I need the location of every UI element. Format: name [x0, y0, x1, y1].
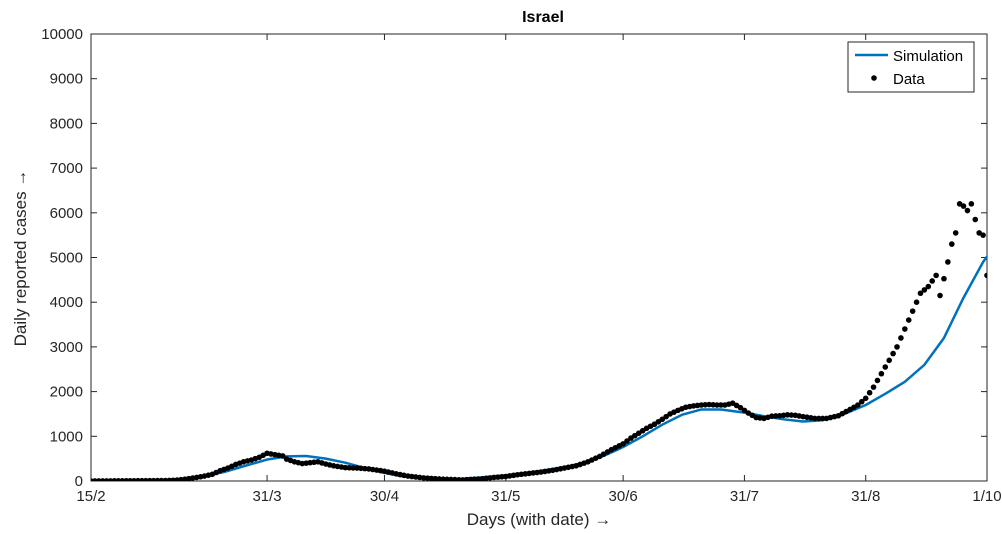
axes-box — [90, 33, 988, 482]
y-axis: 0 1000 2000 3000 4000 5000 6000 7000 8000 9000 100… — [41, 26, 987, 490]
data-point — [913, 299, 920, 306]
data-point — [905, 317, 912, 323]
x-tick-label: 30/4 — [370, 488, 399, 505]
data-point — [659, 416, 666, 423]
data-point — [917, 290, 924, 297]
x-axis-label: Days (with date) → — [467, 510, 612, 529]
plot-area — [90, 33, 988, 482]
data-point — [866, 389, 873, 396]
data-point — [890, 350, 896, 357]
data-point — [878, 370, 885, 377]
data-point — [984, 272, 987, 279]
data-point — [819, 415, 826, 422]
data-point — [882, 364, 889, 370]
data-point — [886, 357, 892, 364]
data-point — [342, 464, 349, 471]
data-point — [350, 465, 356, 471]
data-point — [902, 326, 908, 332]
y-tick-label: 1000 — [50, 428, 83, 445]
data-point — [925, 283, 932, 290]
data-point — [945, 259, 951, 265]
x-tick-label: 30/6 — [609, 488, 638, 505]
x-tick-label: 1/10 — [972, 488, 1001, 505]
data-point — [909, 308, 916, 314]
data-point — [279, 453, 286, 459]
data-point — [933, 272, 939, 279]
data-point — [964, 207, 971, 214]
data-point — [862, 395, 869, 402]
x-tick-label: 31/3 — [252, 488, 281, 505]
x-tick-label: 31/7 — [730, 488, 759, 505]
data-point — [968, 201, 975, 207]
y-tick-label: 0 — [75, 473, 83, 490]
data-point — [737, 404, 744, 411]
y-tick-label: 7000 — [50, 160, 83, 177]
series-layer — [91, 201, 987, 481]
data-point — [855, 402, 861, 408]
data-point — [812, 415, 818, 422]
y-tick-label: 2000 — [50, 384, 83, 401]
x-tick-label: 15/2 — [76, 488, 105, 505]
data-point — [620, 441, 626, 447]
legend: Simulation Data — [847, 41, 975, 93]
legend-data-label: Data — [893, 71, 925, 88]
y-tick-label: 5000 — [50, 250, 83, 267]
y-tick-label: 8000 — [50, 115, 83, 132]
data-point — [663, 413, 669, 420]
data-point — [937, 292, 943, 299]
legend-box — [847, 41, 975, 93]
y-tick-label: 9000 — [50, 71, 83, 88]
x-axis: 15/2 31/3 30/4 31/5 30/6 31/7 31/8 1/10 — [76, 34, 1002, 505]
data-point — [941, 275, 947, 282]
data-point — [948, 241, 955, 247]
x-tick-label: 31/5 — [491, 488, 520, 505]
data-point — [714, 402, 720, 408]
y-tick-label: 6000 — [50, 205, 83, 222]
data-point — [741, 407, 748, 414]
data-point — [624, 438, 630, 444]
data-point — [346, 464, 353, 471]
legend-data-swatch — [871, 75, 877, 81]
data-point — [870, 384, 877, 390]
data-point — [898, 335, 904, 341]
y-tick-label: 3000 — [50, 339, 83, 356]
data-point — [874, 377, 881, 384]
data-point — [815, 415, 822, 422]
y-tick-label: 10000 — [41, 26, 83, 43]
data-point — [972, 216, 979, 223]
data-point — [952, 230, 959, 236]
data-point — [858, 398, 865, 405]
data-point — [929, 278, 936, 284]
y-tick-label: 4000 — [50, 294, 83, 311]
data-point — [980, 232, 986, 238]
data-point — [894, 344, 900, 350]
y-axis-label: Daily reported cases → — [11, 170, 30, 347]
data-point — [718, 402, 724, 408]
x-tick-label: 31/8 — [851, 488, 880, 505]
legend-simulation-label: Simulation — [893, 48, 963, 65]
data-point — [921, 287, 928, 293]
data-point — [960, 203, 967, 209]
chart-title: Israel — [522, 9, 564, 26]
